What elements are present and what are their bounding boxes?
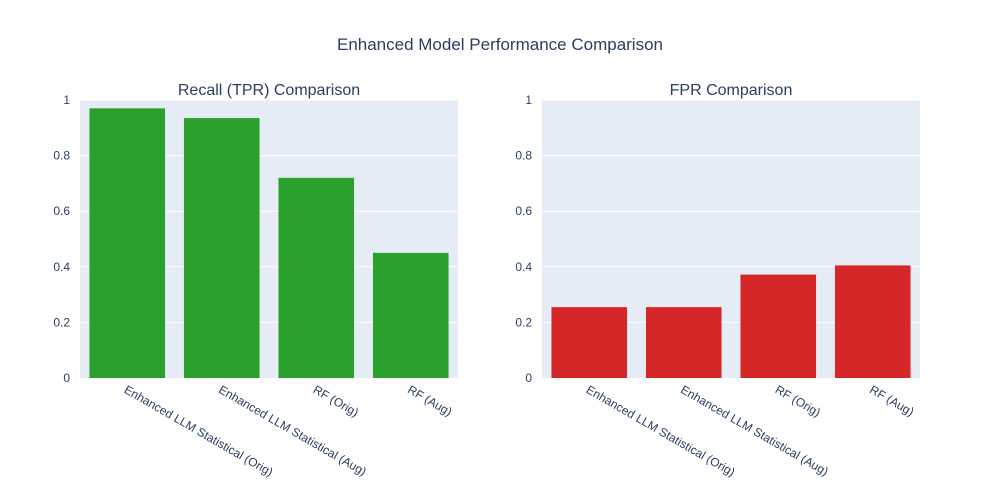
fpr-subplot-title: FPR Comparison (670, 82, 793, 99)
fpr-x-category-label: RF (Orig) (773, 382, 823, 419)
recall-bar-2 (278, 177, 355, 378)
fpr-y-tick-label: 1 (525, 93, 532, 107)
recall-y-tick-label: 0.2 (53, 315, 70, 329)
recall-bar-0 (89, 108, 166, 378)
fpr-y-tick-label: 0.4 (515, 260, 532, 274)
recall-bar-3 (372, 252, 449, 378)
recall-y-tick-label: 0.6 (53, 204, 70, 218)
fpr-x-category-label: Enhanced LLM Statistical (Aug) (678, 382, 831, 478)
fpr-bar-0 (551, 307, 628, 378)
fpr-y-tick-label: 0.6 (515, 204, 532, 218)
chart-main-title: Enhanced Model Performance Comparison (337, 35, 663, 54)
recall-y-tick-label: 1 (63, 93, 70, 107)
fpr-x-category-label: Enhanced LLM Statistical (Orig) (584, 382, 738, 479)
recall-y-tick-label: 0.8 (53, 149, 70, 163)
fpr-bar-3 (834, 265, 911, 378)
fpr-bar-2 (740, 274, 817, 378)
recall-subplot-title: Recall (TPR) Comparison (178, 82, 360, 99)
recall-y-tick-label: 0 (63, 371, 70, 385)
fpr-y-tick-label: 0.8 (515, 149, 532, 163)
fpr-y-tick-label: 0 (525, 371, 532, 385)
recall-y-tick-label: 0.4 (53, 260, 70, 274)
fpr-panel: 0 0.2 0.4 0.6 0.8 1 FPR Comparison Enhanced LLM… (515, 82, 920, 479)
recall-x-category-label: RF (Orig) (311, 382, 361, 419)
fpr-bar-1 (645, 307, 722, 378)
recall-x-category-label: Enhanced LLM Statistical (Aug) (216, 382, 369, 478)
fpr-y-tick-label: 0.2 (515, 315, 532, 329)
recall-x-category-label: Enhanced LLM Statistical (Orig) (122, 382, 276, 479)
fpr-x-category-label: RF (Aug) (867, 382, 916, 418)
recall-x-category-label: RF (Aug) (405, 382, 454, 418)
recall-bar-1 (183, 118, 260, 378)
recall-panel: 0 0.2 0.4 0.6 0.8 1 Recall (TPR) Comparison Enh… (53, 82, 458, 479)
